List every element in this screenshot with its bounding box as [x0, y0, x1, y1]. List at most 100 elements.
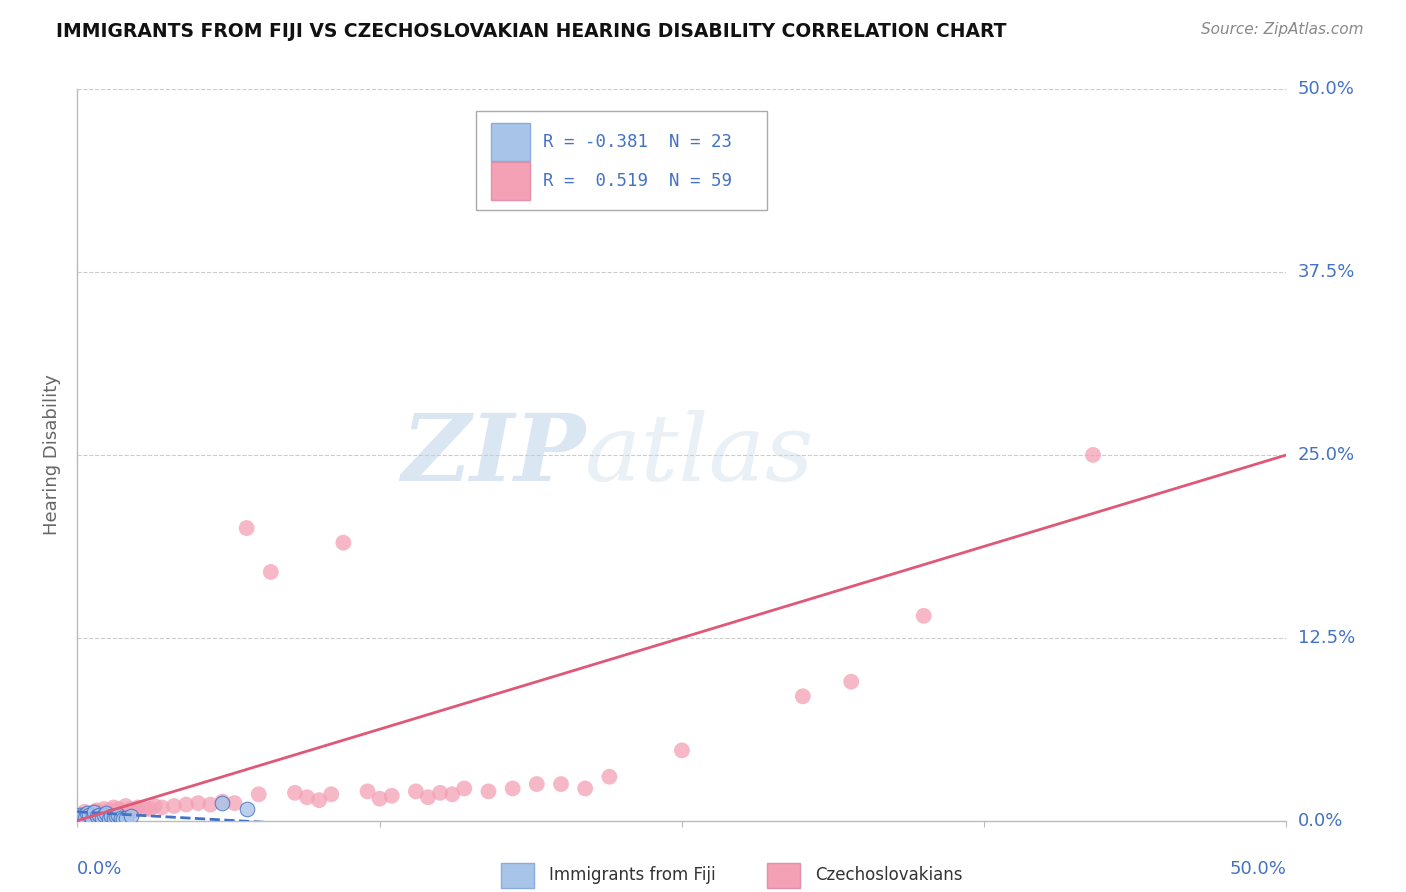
- Point: [93, 802, 115, 816]
- Point: [211, 795, 233, 809]
- Point: [453, 781, 475, 796]
- Point: [96, 807, 118, 822]
- Point: [87, 807, 110, 822]
- Point: [100, 809, 122, 823]
- Text: 0.0%: 0.0%: [1298, 812, 1343, 830]
- FancyBboxPatch shape: [501, 863, 534, 888]
- Point: [134, 802, 156, 816]
- Point: [69, 807, 91, 822]
- Point: [174, 797, 197, 812]
- Point: [97, 812, 120, 826]
- Point: [112, 805, 135, 819]
- Point: [139, 802, 162, 816]
- Point: [86, 809, 108, 823]
- FancyBboxPatch shape: [766, 863, 800, 888]
- Point: [502, 781, 524, 796]
- Point: [73, 811, 96, 825]
- Text: atlas: atlas: [585, 410, 814, 500]
- Point: [477, 784, 499, 798]
- Point: [120, 809, 142, 823]
- Point: [90, 806, 112, 821]
- Point: [381, 789, 404, 803]
- Point: [187, 796, 209, 810]
- Text: 0.0%: 0.0%: [77, 860, 122, 878]
- Text: Czechoslovakians: Czechoslovakians: [815, 866, 963, 885]
- Point: [76, 809, 98, 823]
- Point: [308, 793, 330, 807]
- Point: [105, 805, 128, 819]
- Text: R =  0.519  N = 59: R = 0.519 N = 59: [543, 171, 733, 190]
- Point: [163, 799, 186, 814]
- Point: [839, 674, 862, 689]
- Point: [97, 804, 120, 818]
- Text: R = -0.381  N = 23: R = -0.381 N = 23: [543, 133, 733, 151]
- Point: [211, 796, 233, 810]
- Point: [100, 806, 122, 821]
- Point: [441, 787, 464, 801]
- Point: [80, 812, 103, 826]
- Point: [550, 777, 572, 791]
- Point: [103, 800, 125, 814]
- Point: [260, 565, 283, 579]
- Point: [80, 811, 103, 825]
- Point: [332, 535, 354, 549]
- Point: [368, 791, 391, 805]
- Point: [127, 800, 149, 814]
- Point: [110, 811, 132, 825]
- Text: 25.0%: 25.0%: [1298, 446, 1355, 464]
- Point: [150, 800, 173, 814]
- Point: [114, 799, 136, 814]
- Point: [93, 807, 115, 822]
- Point: [224, 796, 246, 810]
- Point: [107, 807, 129, 822]
- FancyBboxPatch shape: [491, 161, 530, 200]
- Point: [120, 802, 142, 816]
- Text: 50.0%: 50.0%: [1298, 80, 1354, 98]
- Point: [105, 809, 128, 823]
- Point: [416, 790, 439, 805]
- Point: [429, 786, 451, 800]
- Text: Immigrants from Fiji: Immigrants from Fiji: [548, 866, 716, 885]
- Point: [70, 809, 93, 823]
- Text: 12.5%: 12.5%: [1298, 629, 1355, 647]
- Point: [526, 777, 548, 791]
- Point: [124, 804, 146, 818]
- Point: [321, 787, 343, 801]
- Point: [235, 802, 257, 816]
- Point: [235, 521, 257, 535]
- Point: [405, 784, 427, 798]
- Point: [73, 805, 96, 819]
- FancyBboxPatch shape: [477, 112, 766, 210]
- Point: [83, 805, 105, 819]
- Point: [87, 807, 110, 822]
- Point: [79, 807, 101, 822]
- Point: [284, 786, 307, 800]
- FancyBboxPatch shape: [491, 123, 530, 161]
- Point: [574, 781, 596, 796]
- Point: [671, 743, 693, 757]
- Point: [96, 806, 118, 821]
- Point: [70, 807, 93, 822]
- Point: [76, 806, 98, 821]
- Point: [912, 608, 935, 623]
- Point: [107, 802, 129, 816]
- Text: Source: ZipAtlas.com: Source: ZipAtlas.com: [1201, 22, 1364, 37]
- Point: [90, 811, 112, 825]
- Text: ZIP: ZIP: [401, 410, 585, 500]
- Point: [792, 690, 814, 704]
- Point: [86, 804, 108, 818]
- Point: [598, 770, 620, 784]
- Point: [83, 805, 105, 819]
- Point: [200, 797, 222, 812]
- Text: 37.5%: 37.5%: [1298, 263, 1355, 281]
- Point: [247, 787, 270, 801]
- Point: [356, 784, 378, 798]
- Text: IMMIGRANTS FROM FIJI VS CZECHOSLOVAKIAN HEARING DISABILITY CORRELATION CHART: IMMIGRANTS FROM FIJI VS CZECHOSLOVAKIAN …: [56, 22, 1007, 41]
- Point: [103, 811, 125, 825]
- Point: [114, 811, 136, 825]
- Text: 50.0%: 50.0%: [1230, 860, 1286, 878]
- Point: [110, 804, 132, 818]
- Point: [79, 806, 101, 821]
- Y-axis label: Hearing Disability: Hearing Disability: [44, 375, 62, 535]
- Point: [1081, 448, 1104, 462]
